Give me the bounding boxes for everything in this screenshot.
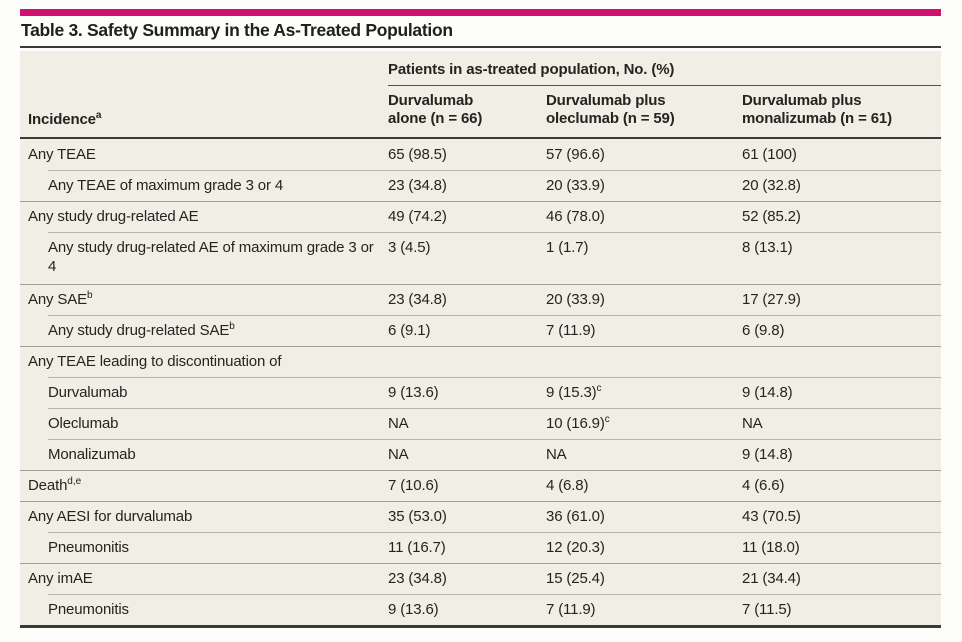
cell-value: 8 (13.1): [742, 239, 793, 256]
table-row: Any study drug-related AE of maximum gra…: [20, 232, 941, 284]
row-label: Any study drug-related SAEb: [48, 321, 235, 340]
cell-value: 7 (11.5): [742, 601, 792, 618]
cell-value: 46 (78.0): [546, 208, 605, 225]
table-row: Any imAE 23 (34.8) 15 (25.4) 21 (34.4): [20, 563, 941, 594]
cell-value: 20 (33.9): [546, 291, 605, 308]
cell-value: 23 (34.8): [388, 570, 447, 587]
table-row: Any TEAE leading to discontinuation of: [20, 346, 941, 377]
cell-value: 17 (27.9): [742, 291, 801, 308]
cell-value: 7 (10.6): [388, 477, 439, 494]
row-label: Pneumonitis: [48, 539, 129, 556]
column-header-line: alone (n = 66): [388, 110, 483, 127]
cell-value: 9 (15.3)c: [546, 383, 602, 402]
cell-value: 23 (34.8): [388, 177, 447, 194]
cell-value: 15 (25.4): [546, 570, 605, 587]
incidence-column-header: Incidencea: [20, 110, 388, 129]
cell-value: NA: [388, 415, 409, 432]
cell-value: 11 (18.0): [742, 539, 800, 556]
table-header-span-row: Patients in as-treated population, No. (…: [20, 51, 941, 86]
row-label: Monalizumab: [48, 446, 136, 463]
title-rule: [20, 46, 941, 48]
table-row: Monalizumab NA NA 9 (14.8): [20, 439, 941, 470]
column-header-durvalumab-alone: Durvalumab alone (n = 66): [388, 92, 546, 128]
row-label: Any TEAE: [28, 146, 96, 163]
cell-value: NA: [388, 446, 409, 463]
table-row: Any SAEb 23 (34.8) 20 (33.9) 17 (27.9): [20, 284, 941, 315]
cell-value: 6 (9.8): [742, 322, 785, 339]
cell-value: 9 (14.8): [742, 384, 793, 401]
row-label: Durvalumab: [48, 384, 128, 401]
column-header-durvalumab-oleclumab: Durvalumab plus oleclumab (n = 59): [546, 92, 742, 128]
cell-value: 4 (6.8): [546, 477, 589, 494]
column-header-line: Durvalumab plus: [742, 92, 862, 109]
column-header-line: oleclumab (n = 59): [546, 110, 675, 127]
cell-value: 11 (16.7): [388, 539, 446, 556]
cell-value: 20 (33.9): [546, 177, 605, 194]
cell-value: 12 (20.3): [546, 539, 605, 556]
safety-summary-table: Patients in as-treated population, No. (…: [20, 51, 941, 628]
table-row: Any TEAE 65 (98.5) 57 (96.6) 61 (100): [20, 139, 941, 170]
cell-value: 9 (14.8): [742, 446, 793, 463]
cell-value: 57 (96.6): [546, 146, 605, 163]
cell-value: NA: [546, 446, 567, 463]
cell-value: 23 (34.8): [388, 291, 447, 308]
cell-value: 20 (32.8): [742, 177, 801, 194]
table-row: Any AESI for durvalumab 35 (53.0) 36 (61…: [20, 501, 941, 532]
table-row: Durvalumab 9 (13.6) 9 (15.3)c 9 (14.8): [20, 377, 941, 408]
span-column-header: Patients in as-treated population, No. (…: [388, 51, 941, 86]
table-row: Deathd,e 7 (10.6) 4 (6.8) 4 (6.6): [20, 470, 941, 501]
table-row: Any study drug-related AE 49 (74.2) 46 (…: [20, 201, 941, 232]
cell-value: 1 (1.7): [546, 239, 589, 256]
row-label: Any study drug-related AE of maximum gra…: [48, 239, 374, 275]
column-header-durvalumab-monalizumab: Durvalumab plus monalizumab (n = 61): [742, 92, 941, 128]
cell-value: 65 (98.5): [388, 146, 447, 163]
incidence-label: Incidence: [28, 111, 96, 128]
row-label: Any AESI for durvalumab: [28, 508, 193, 525]
row-label: Oleclumab: [48, 415, 119, 432]
cell-value: 9 (13.6): [388, 384, 439, 401]
table-row: Pneumonitis 11 (16.7) 12 (20.3) 11 (18.0…: [20, 532, 941, 563]
table-row: Oleclumab NA 10 (16.9)c NA: [20, 408, 941, 439]
row-label: Any study drug-related AE: [28, 208, 199, 225]
cell-value: 4 (6.6): [742, 477, 785, 494]
header-spacer: [20, 51, 388, 86]
cell-value: 36 (61.0): [546, 508, 605, 525]
table-row: Any TEAE of maximum grade 3 or 4 23 (34.…: [20, 170, 941, 201]
cell-value: NA: [742, 415, 763, 432]
cell-value: 21 (34.4): [742, 570, 801, 587]
cell-value: 35 (53.0): [388, 508, 447, 525]
row-label: Deathd,e: [28, 476, 82, 495]
row-label: Any TEAE of maximum grade 3 or 4: [48, 177, 284, 194]
row-label: Any SAEb: [28, 290, 93, 309]
cell-value: 3 (4.5): [388, 239, 431, 256]
cell-value: 61 (100): [742, 146, 797, 163]
cell-value: 10 (16.9)c: [546, 414, 610, 433]
cell-value: 9 (13.6): [388, 601, 439, 618]
table-header-columns-row: Incidencea Durvalumab alone (n = 66) Dur…: [20, 86, 941, 139]
cell-value: 7 (11.9): [546, 322, 596, 339]
column-header-line: Durvalumab plus: [546, 92, 666, 109]
accent-bar: [20, 9, 941, 16]
cell-value: 49 (74.2): [388, 208, 447, 225]
cell-value: 6 (9.1): [388, 322, 431, 339]
row-label: Any TEAE leading to discontinuation of: [28, 353, 282, 370]
cell-value: 7 (11.9): [546, 601, 596, 618]
cell-value: 52 (85.2): [742, 208, 801, 225]
column-header-line: Durvalumab: [388, 92, 474, 109]
cell-value: 43 (70.5): [742, 508, 801, 525]
table-row: Pneumonitis 9 (13.6) 7 (11.9) 7 (11.5): [20, 594, 941, 625]
row-label: Pneumonitis: [48, 601, 129, 618]
row-label: Any imAE: [28, 570, 93, 587]
column-header-line: monalizumab (n = 61): [742, 110, 892, 127]
incidence-footnote-marker: a: [95, 110, 102, 121]
table-title: Table 3. Safety Summary in the As-Treate…: [21, 20, 453, 40]
table-row: Any study drug-related SAEb 6 (9.1) 7 (1…: [20, 315, 941, 346]
